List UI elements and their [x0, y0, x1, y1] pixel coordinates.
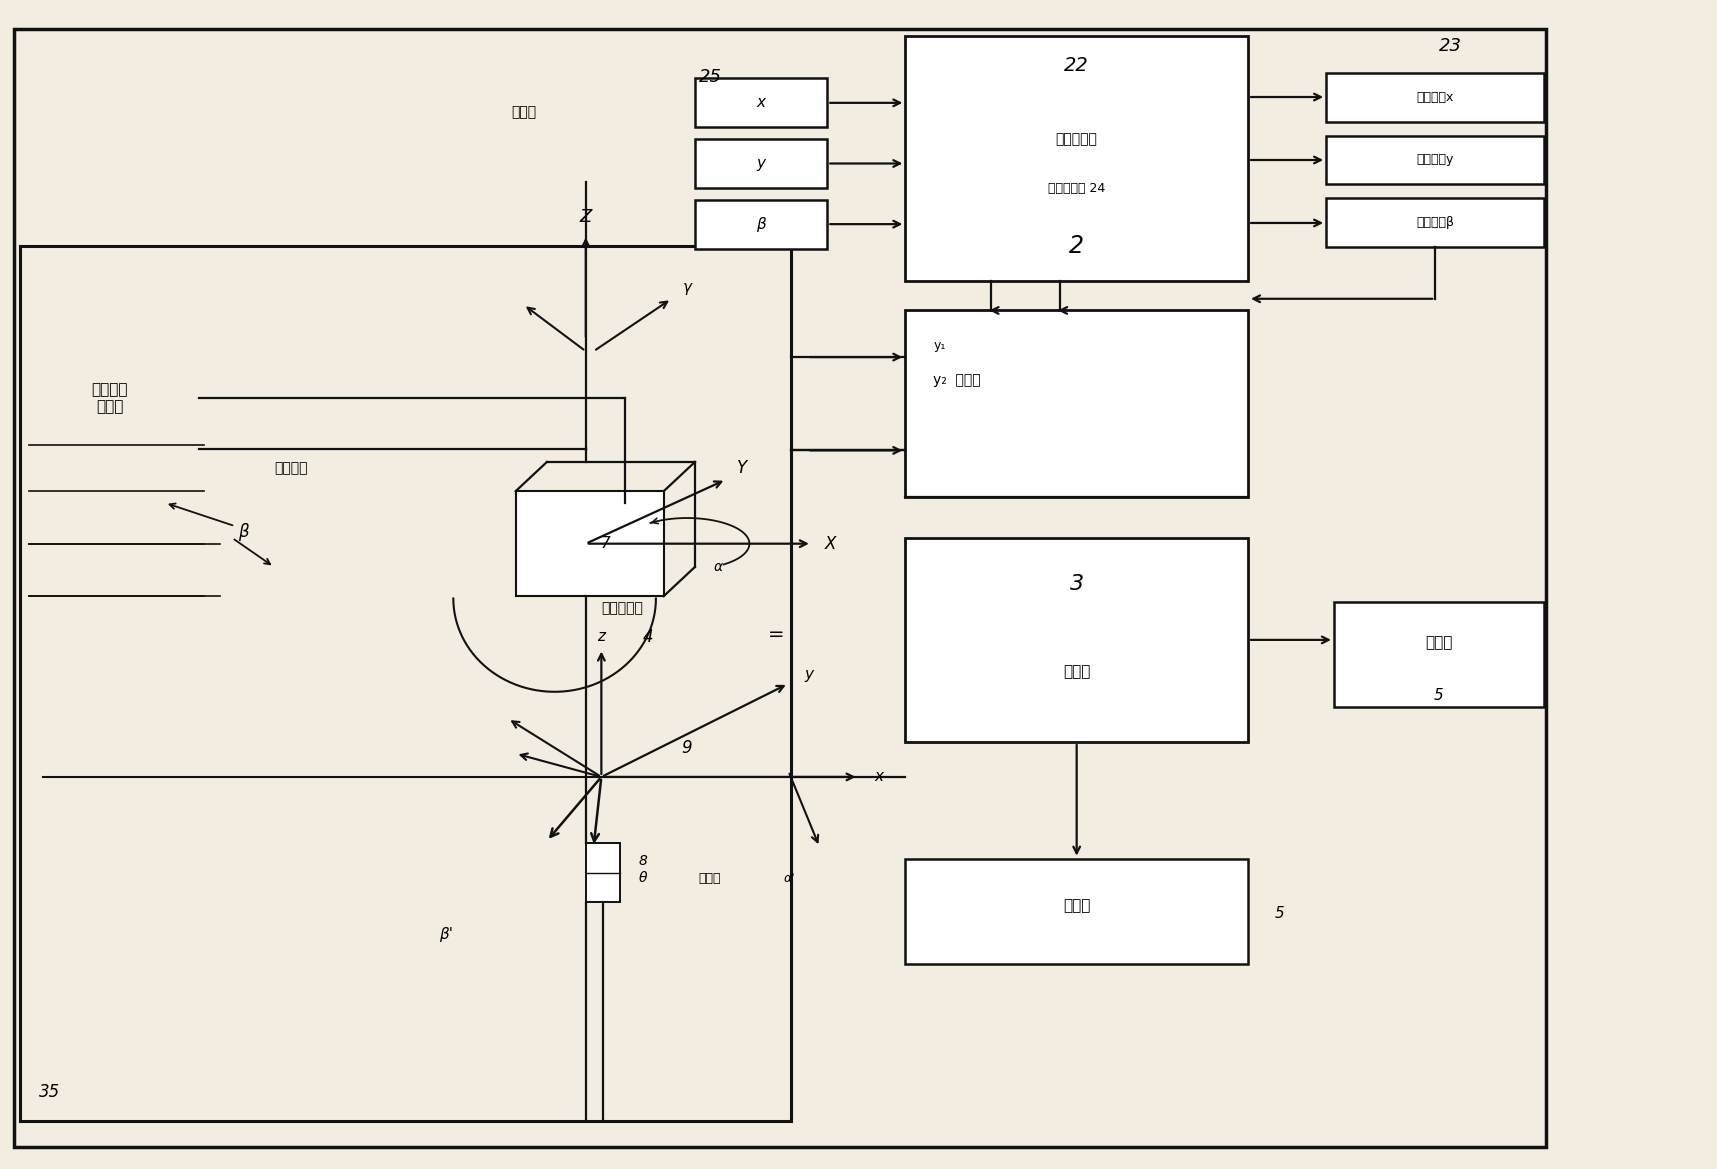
Bar — [905, 538, 1248, 742]
Bar — [905, 858, 1248, 963]
Text: β': β' — [438, 927, 453, 942]
Text: y₂  示波器: y₂ 示波器 — [934, 373, 980, 387]
Bar — [14, 29, 1545, 1147]
Text: x: x — [757, 96, 766, 110]
Bar — [905, 36, 1248, 282]
Text: 被测探头: 被测探头 — [275, 461, 307, 475]
Text: Y: Y — [737, 459, 747, 477]
Text: y: y — [757, 155, 766, 171]
Text: 步进电机β: 步进电机β — [1417, 216, 1454, 229]
Text: β: β — [237, 523, 249, 541]
Text: 25: 25 — [699, 68, 721, 87]
Bar — [695, 78, 828, 127]
Text: 5: 5 — [1274, 906, 1284, 921]
Text: 步进电机x: 步进电机x — [1417, 90, 1454, 104]
Text: 计算机: 计算机 — [1063, 664, 1090, 679]
Text: β: β — [755, 216, 766, 231]
Text: 5: 5 — [1434, 687, 1444, 703]
Text: 被测超声
诊断仪: 被测超声 诊断仪 — [91, 382, 129, 414]
Bar — [1326, 136, 1544, 185]
Text: 2: 2 — [1070, 234, 1083, 258]
Text: y: y — [804, 666, 814, 682]
Text: θ: θ — [639, 871, 647, 885]
Text: X: X — [824, 534, 836, 553]
Text: 9: 9 — [682, 739, 692, 756]
Text: 22: 22 — [1065, 56, 1089, 75]
Text: 23: 23 — [1439, 36, 1463, 55]
Text: 步进电机y: 步进电机y — [1417, 153, 1454, 166]
Text: 8: 8 — [639, 853, 647, 867]
Text: x: x — [874, 769, 883, 784]
Bar — [21, 247, 792, 1121]
Text: 7: 7 — [601, 537, 610, 551]
Text: 显示器: 显示器 — [1063, 898, 1090, 913]
Text: α: α — [714, 560, 723, 574]
Bar — [585, 843, 620, 901]
Bar — [905, 311, 1248, 497]
Bar — [21, 270, 199, 526]
Bar — [515, 491, 664, 596]
Text: 水听器: 水听器 — [699, 872, 721, 885]
Text: 单片机扫描: 单片机扫描 — [1056, 132, 1097, 146]
Bar — [695, 139, 828, 188]
Text: z: z — [598, 629, 606, 644]
Text: 4: 4 — [642, 628, 654, 646]
Bar — [1334, 602, 1544, 707]
Bar — [695, 200, 828, 249]
Text: 3: 3 — [1070, 574, 1083, 595]
Bar — [1326, 199, 1544, 248]
Text: y₁: y₁ — [934, 339, 946, 352]
Text: 打印机: 打印机 — [1425, 635, 1453, 650]
Text: 35: 35 — [39, 1082, 60, 1101]
Text: =: = — [767, 624, 785, 644]
Bar — [1326, 72, 1544, 122]
Text: Z: Z — [580, 208, 592, 226]
Text: α': α' — [783, 872, 795, 885]
Text: 驱动、控制 24: 驱动、控制 24 — [1047, 181, 1106, 195]
Text: 传感器: 传感器 — [512, 105, 536, 119]
Text: 参考水听器: 参考水听器 — [601, 601, 644, 615]
Text: γ: γ — [683, 279, 692, 295]
